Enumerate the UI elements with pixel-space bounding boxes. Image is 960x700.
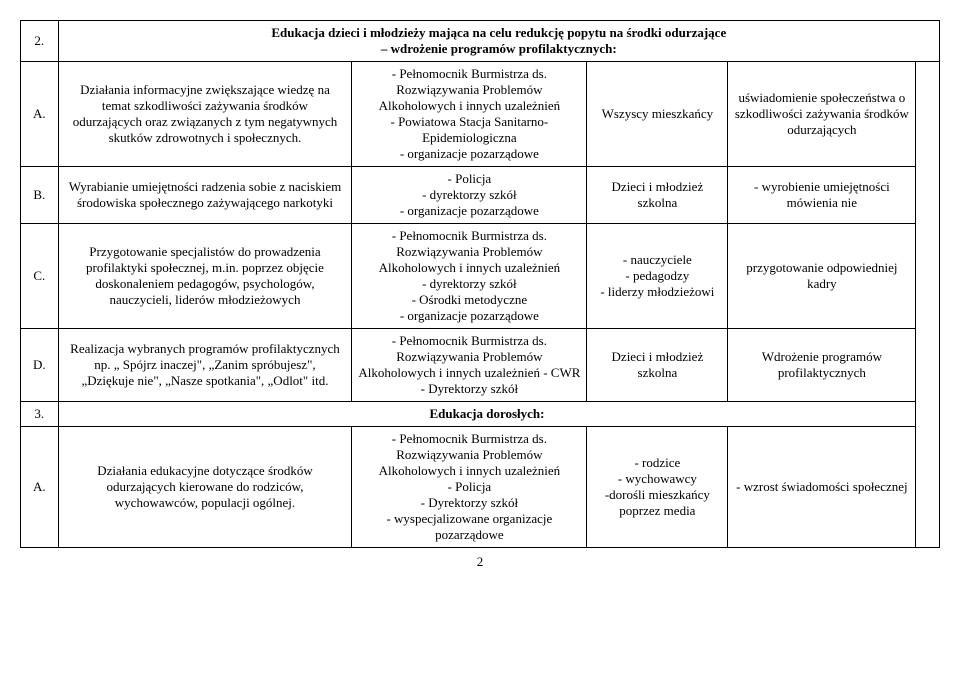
row-2d-outcome: Wdrożenie programów profilaktycznych (728, 329, 916, 402)
row-2a-target: Wszyscy mieszkańcy (587, 62, 728, 167)
row-2a-label: A. (21, 62, 59, 167)
section3-header-row: 3. Edukacja dorosłych: (21, 402, 940, 427)
row-2c-resp: - Pełnomocnik Burmistrza ds. Rozwiązywan… (352, 224, 587, 329)
row-2b-target: Dzieci i młodzież szkolna (587, 167, 728, 224)
section2-title: Edukacja dzieci i młodzieży mająca na ce… (58, 21, 939, 62)
section3-label: 3. (21, 402, 59, 427)
row-2c-target: - nauczyciele- pedagodzy- liderzy młodzi… (587, 224, 728, 329)
table-row: D. Realizacja wybranych programów profil… (21, 329, 940, 402)
row-2d-target: Dzieci i młodzież szkolna (587, 329, 728, 402)
section2-header-row: 2. Edukacja dzieci i młodzieży mająca na… (21, 21, 940, 62)
row-3a-resp: - Pełnomocnik Burmistrza ds. Rozwiązywan… (352, 427, 587, 548)
row-2d-resp: - Pełnomocnik Burmistrza ds. Rozwiązywan… (352, 329, 587, 402)
table-row: B. Wyrabianie umiejętności radzenia sobi… (21, 167, 940, 224)
row-2c-outcome: przygotowanie odpowiedniej kadry (728, 224, 916, 329)
row-3a-desc: Działania edukacyjne dotyczące środków o… (58, 427, 352, 548)
row-2b-resp: - Policja- dyrektorzy szkół- organizacje… (352, 167, 587, 224)
row-2a-outcome: uświadomienie społeczeństwa o szkodliwoś… (728, 62, 916, 167)
document-table: 2. Edukacja dzieci i młodzieży mająca na… (20, 20, 940, 548)
row-2b-desc: Wyrabianie umiejętności radzenia sobie z… (58, 167, 352, 224)
table-row: C. Przygotowanie specjalistów do prowadz… (21, 224, 940, 329)
section3-title: Edukacja dorosłych: (58, 402, 916, 427)
row-3a-label: A. (21, 427, 59, 548)
row-2d-desc: Realizacja wybranych programów profilakt… (58, 329, 352, 402)
table-row: A. Działania edukacyjne dotyczące środkó… (21, 427, 940, 548)
row-2b-outcome: - wyrobienie umiejętności mówienia nie (728, 167, 916, 224)
row-3a-target: - rodzice- wychowawcy-dorośli mieszkańcy… (587, 427, 728, 548)
trailing-cell (916, 62, 940, 548)
row-2a-resp: - Pełnomocnik Burmistrza ds. Rozwiązywan… (352, 62, 587, 167)
section2-label: 2. (21, 21, 59, 62)
row-3a-outcome: - wzrost świadomości społecznej (728, 427, 916, 548)
page-number: 2 (20, 554, 940, 570)
table-row: A. Działania informacyjne zwiększające w… (21, 62, 940, 167)
section2-title-line2: – wdrożenie programów profilaktycznych: (381, 41, 617, 56)
row-2a-desc: Działania informacyjne zwiększające wied… (58, 62, 352, 167)
row-2c-desc: Przygotowanie specjalistów do prowadzeni… (58, 224, 352, 329)
section2-title-line1: Edukacja dzieci i młodzieży mająca na ce… (271, 25, 726, 40)
row-2b-label: B. (21, 167, 59, 224)
row-2c-label: C. (21, 224, 59, 329)
row-2d-label: D. (21, 329, 59, 402)
